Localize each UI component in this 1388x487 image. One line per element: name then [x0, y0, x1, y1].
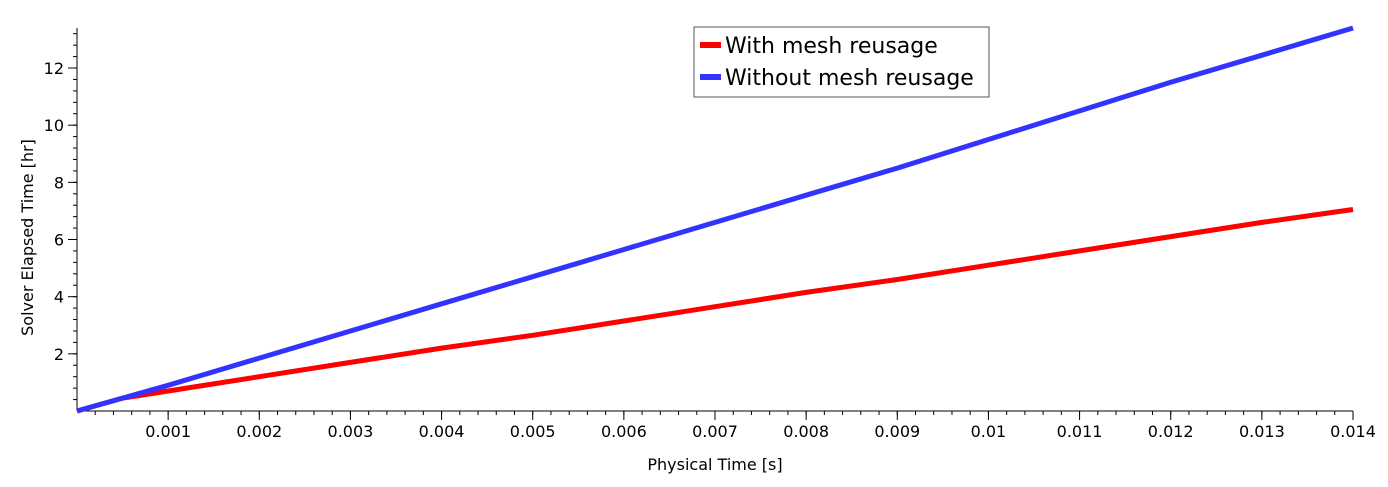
y-tick-label: 4	[54, 288, 64, 307]
legend: With mesh reusage Without mesh reusage	[693, 26, 990, 98]
legend-label-2: Without mesh reusage	[725, 66, 974, 91]
legend-label-1: With mesh reusage	[725, 34, 938, 59]
x-axis-ticks: 0.001 0.002 0.003 0.004 0.005 0.006 0.007 0.008…	[94, 411, 1376, 441]
legend-box	[693, 26, 990, 98]
x-tick-label: 0.001	[145, 422, 191, 441]
x-tick-label: 0.003	[328, 422, 374, 441]
y-tick-label: 6	[54, 231, 64, 250]
x-tick-label: 0.01	[971, 422, 1007, 441]
y-tick-label: 10	[44, 116, 64, 135]
x-tick-label: 0.002	[236, 422, 282, 441]
x-tick-label: 0.005	[510, 422, 556, 441]
series-line-2	[76, 25, 1354, 414]
y-tick-label: 2	[54, 345, 64, 364]
x-tick-label: 0.008	[783, 422, 829, 441]
x-tick-label: 0.014	[1330, 422, 1376, 441]
x-tick-label: 0.011	[1057, 422, 1103, 441]
series-line-1	[76, 207, 1354, 414]
x-tick-label: 0.012	[1148, 422, 1194, 441]
y-tick-label: 8	[54, 173, 64, 192]
series-layer	[76, 25, 1354, 414]
y-axis-title: Solver Elapsed Time [hr]	[18, 139, 37, 336]
x-tick-label: 0.009	[874, 422, 920, 441]
x-tick-label: 0.007	[692, 422, 738, 441]
chart-axes: 0.001 0.002 0.003 0.004 0.005 0.006 0.007 0.008…	[44, 28, 1376, 441]
x-axis-title: Physical Time [s]	[647, 455, 782, 474]
y-axis-ticks: 2 4 6 8 10 12	[44, 33, 77, 401]
x-tick-label: 0.013	[1239, 422, 1285, 441]
x-tick-label: 0.006	[601, 422, 647, 441]
x-tick-label: 0.004	[419, 422, 465, 441]
y-tick-label: 12	[44, 59, 64, 78]
